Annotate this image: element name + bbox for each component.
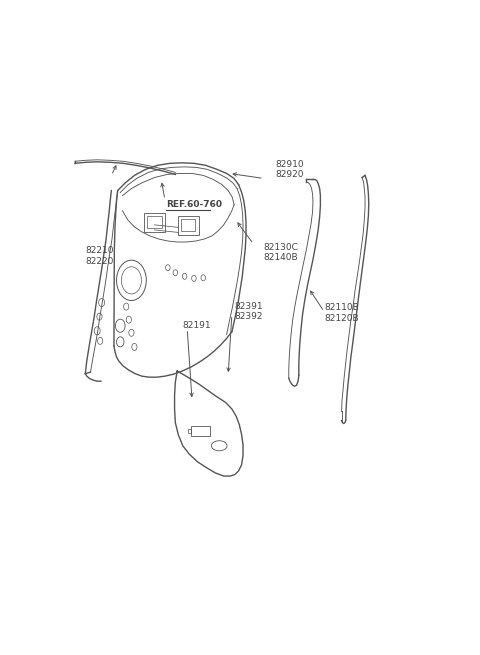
Bar <box>191 426 210 436</box>
Bar <box>188 429 191 433</box>
Text: REF.60-760: REF.60-760 <box>166 200 222 209</box>
Text: 82910
82920: 82910 82920 <box>275 160 304 179</box>
Text: 82191: 82191 <box>183 321 211 330</box>
Bar <box>144 214 165 233</box>
Text: 82130C
82140B: 82130C 82140B <box>264 243 299 262</box>
Text: 82110B
82120B: 82110B 82120B <box>324 303 359 323</box>
Bar <box>147 216 162 229</box>
Bar <box>181 219 195 231</box>
Text: 82391
82392: 82391 82392 <box>234 302 263 322</box>
Bar <box>178 215 199 235</box>
Text: 82210
82220: 82210 82220 <box>85 246 114 266</box>
